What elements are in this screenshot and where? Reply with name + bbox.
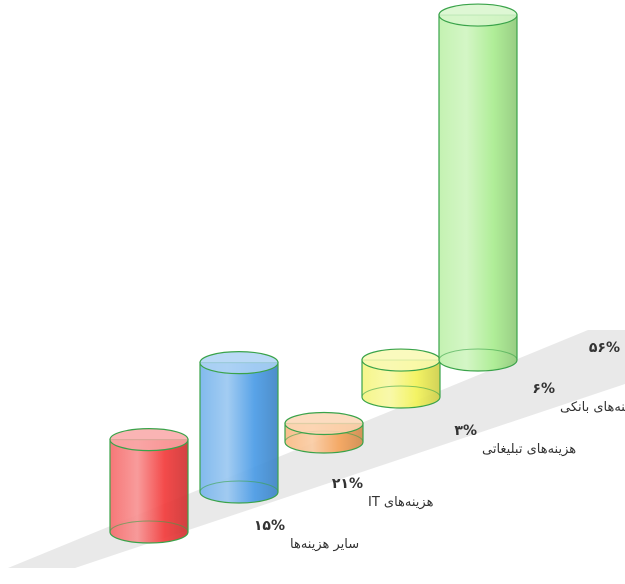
category-label: هزینه‌های تبلیغاتی — [482, 442, 576, 457]
bar-cylinder — [438, 3, 518, 372]
bar-body — [361, 359, 441, 409]
value-label: ۶% — [532, 381, 555, 397]
category-label: هزینه‌های بانکی — [560, 400, 625, 415]
category-label: هزینه‌های IT — [368, 495, 434, 510]
bar-top — [361, 348, 441, 372]
value-label: ۱۵% — [254, 518, 285, 534]
bar-body — [438, 14, 518, 372]
value-label: ۲۱% — [332, 476, 363, 492]
bar-bottom-back-edge — [438, 348, 518, 361]
bar-bottom-back-edge — [109, 520, 189, 533]
bar-bottom-back-edge — [199, 480, 279, 493]
bar-cylinder — [109, 428, 189, 544]
value-label: ۳% — [454, 423, 477, 439]
bar-top — [109, 428, 189, 452]
bar-bottom-back-edge — [361, 385, 441, 398]
bar-top — [438, 3, 518, 27]
category-label: سایر هزینه‌ها — [290, 537, 359, 552]
bar-cylinder — [284, 411, 364, 454]
bar-cylinder — [199, 351, 279, 504]
bar-body — [199, 362, 279, 504]
bar-top — [199, 351, 279, 375]
bar-body — [109, 439, 189, 544]
value-label: ۵۶% — [589, 340, 620, 356]
bar-top — [284, 411, 364, 436]
bar-cylinder — [361, 348, 441, 409]
